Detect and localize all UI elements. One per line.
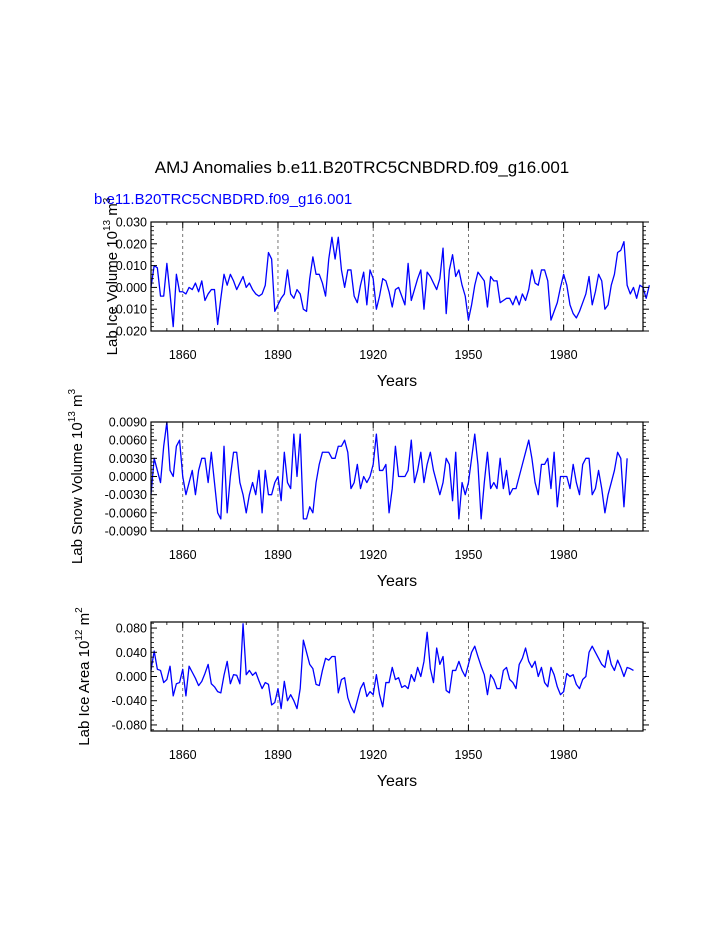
y-tick-label: -0.010 — [112, 303, 147, 317]
y-tick-label: 0.0090 — [109, 416, 147, 430]
y-axis-label-unit: m — [76, 613, 93, 630]
x-tick-label: 1980 — [550, 548, 578, 562]
y-tick-label: 0.0060 — [109, 434, 147, 448]
y-axis-label-unit-exponent: 2 — [74, 607, 85, 613]
y-tick-label: -0.0090 — [105, 525, 147, 539]
x-tick-label: 1920 — [359, 748, 387, 762]
y-axis-label-exponent: 13 — [102, 219, 113, 231]
series-line — [150, 421, 628, 520]
y-axis-label-unit: m — [104, 203, 121, 220]
x-tick-label: 1950 — [455, 548, 483, 562]
y-tick-label: -0.0060 — [105, 506, 147, 520]
y-tick-label: 0.010 — [116, 259, 147, 273]
x-tick-label: 1980 — [550, 348, 578, 362]
x-tick-label: 1920 — [359, 348, 387, 362]
x-tick-label: 1950 — [455, 748, 483, 762]
y-tick-label: 0.000 — [116, 670, 147, 684]
y-axis-label-main: Lab Snow Volume 10 — [69, 422, 86, 564]
y-tick-label: 0.030 — [116, 216, 147, 230]
y-tick-label: -0.0030 — [105, 488, 147, 502]
x-axis-label: Years — [377, 773, 417, 790]
figure-title: AMJ Anomalies b.e11.B20TRC5CNBDRD.f09_g1… — [155, 158, 570, 177]
y-tick-label: -0.080 — [112, 718, 147, 732]
x-tick-label: 1890 — [264, 548, 292, 562]
y-axis-label-unit: m — [69, 394, 86, 411]
x-tick-label: 1860 — [169, 348, 197, 362]
y-axis-label-main: Lab Ice Area 10 — [76, 641, 93, 746]
x-tick-label: 1920 — [359, 548, 387, 562]
panel-lab-snow-volume: 1860 1890 1920 1950 1980 -0.0090 -0.0060 -0.003… — [67, 388, 649, 590]
y-tick-label: 0.020 — [116, 237, 147, 251]
y-tick-label: 0.040 — [116, 646, 147, 660]
x-tick-label: 1980 — [550, 748, 578, 762]
plot-frame — [150, 421, 644, 532]
x-tick-label: 1860 — [169, 748, 197, 762]
y-axis-label-unit-exponent: 3 — [102, 197, 113, 203]
case-label: b.e11.B20TRC5CNBDRD.f09_g16.001 — [94, 191, 352, 208]
y-axis-label-exponent: 13 — [67, 411, 78, 423]
x-tick-label: 1950 — [455, 348, 483, 362]
x-tick-label: 1860 — [169, 548, 197, 562]
y-tick-label: -0.040 — [112, 694, 147, 708]
y-axis-label-unit-exponent: 3 — [67, 388, 78, 394]
y-tick-label: 0.0000 — [109, 470, 147, 484]
series-line — [150, 623, 634, 714]
series-line — [150, 236, 650, 328]
plot-frame — [150, 221, 644, 332]
x-tick-label: 1890 — [264, 748, 292, 762]
y-axis-label: Lab Ice Area 1012 m2 — [74, 607, 93, 746]
y-tick-label: -0.020 — [112, 325, 147, 339]
y-axis-label-main: Lab Ice Volume 10 — [104, 231, 121, 355]
y-tick-label: 0.000 — [116, 281, 147, 295]
panel-lab-ice-volume: 1860 1890 1920 1950 1980 -0.020 -0.010 0.000 0.0… — [102, 197, 650, 390]
panel-lab-ice-area: 1860 1890 1920 1950 1980 -0.080 -0.040 0.000 0.0… — [74, 607, 649, 790]
y-tick-label: 0.080 — [116, 622, 147, 636]
y-tick-label: 0.0030 — [109, 452, 147, 466]
y-axis-label: Lab Ice Volume 1013 m3 — [102, 197, 121, 355]
y-axis-label-exponent: 12 — [74, 629, 85, 641]
x-tick-label: 1890 — [264, 348, 292, 362]
x-axis-label: Years — [377, 373, 417, 390]
x-axis-label: Years — [377, 573, 417, 590]
y-axis-label: Lab Snow Volume 1013 m3 — [67, 388, 86, 564]
